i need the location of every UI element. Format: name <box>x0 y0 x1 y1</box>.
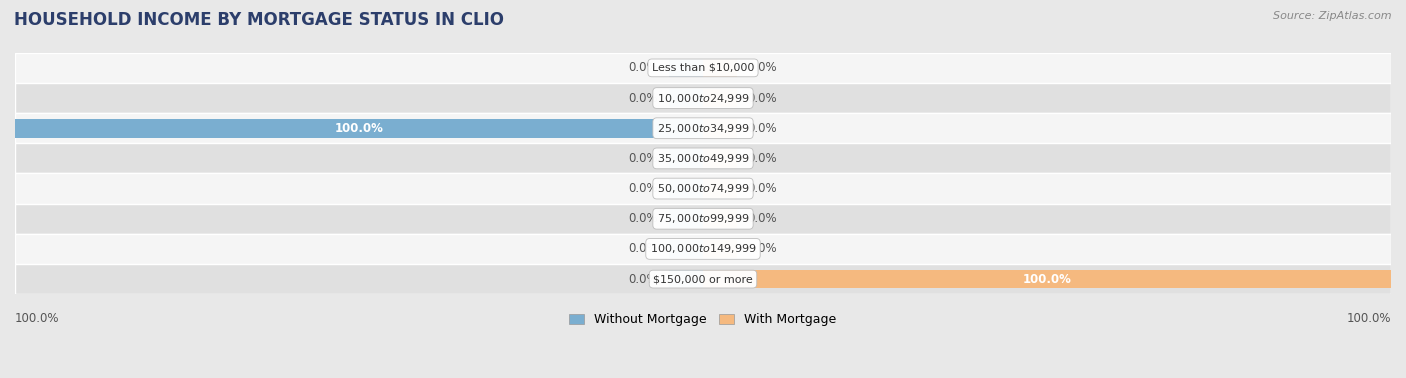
Text: 0.0%: 0.0% <box>628 182 658 195</box>
Text: 0.0%: 0.0% <box>748 61 778 74</box>
Text: $25,000 to $34,999: $25,000 to $34,999 <box>657 122 749 135</box>
Text: HOUSEHOLD INCOME BY MORTGAGE STATUS IN CLIO: HOUSEHOLD INCOME BY MORTGAGE STATUS IN C… <box>14 11 505 29</box>
Bar <box>15 119 703 138</box>
Bar <box>703 89 737 107</box>
Bar <box>15 204 1391 234</box>
Text: 100.0%: 100.0% <box>15 312 59 325</box>
Text: 0.0%: 0.0% <box>628 152 658 165</box>
Bar <box>703 149 737 168</box>
Text: 100.0%: 100.0% <box>335 122 384 135</box>
Text: 100.0%: 100.0% <box>1022 273 1071 286</box>
Legend: Without Mortgage, With Mortgage: Without Mortgage, With Mortgage <box>564 308 842 332</box>
Bar <box>703 179 737 198</box>
Text: 0.0%: 0.0% <box>748 242 778 256</box>
Bar <box>669 89 703 107</box>
Text: $50,000 to $74,999: $50,000 to $74,999 <box>657 182 749 195</box>
Text: 0.0%: 0.0% <box>748 152 778 165</box>
Bar <box>15 83 1391 113</box>
Bar <box>669 179 703 198</box>
Text: 0.0%: 0.0% <box>628 91 658 105</box>
Text: $150,000 or more: $150,000 or more <box>654 274 752 284</box>
Text: 0.0%: 0.0% <box>628 273 658 286</box>
Bar <box>669 240 703 258</box>
Text: 0.0%: 0.0% <box>748 122 778 135</box>
Bar <box>15 143 1391 174</box>
Bar <box>15 264 1391 294</box>
Bar <box>703 270 1391 288</box>
Bar <box>669 209 703 228</box>
Text: 0.0%: 0.0% <box>628 212 658 225</box>
Text: $35,000 to $49,999: $35,000 to $49,999 <box>657 152 749 165</box>
Text: $100,000 to $149,999: $100,000 to $149,999 <box>650 242 756 256</box>
Bar <box>703 240 737 258</box>
Text: 0.0%: 0.0% <box>748 182 778 195</box>
Bar <box>703 119 737 138</box>
Bar <box>703 209 737 228</box>
Bar <box>703 59 737 77</box>
Text: Source: ZipAtlas.com: Source: ZipAtlas.com <box>1274 11 1392 21</box>
Bar <box>669 59 703 77</box>
Bar <box>15 53 1391 83</box>
Bar <box>15 234 1391 264</box>
Bar <box>669 149 703 168</box>
Text: $75,000 to $99,999: $75,000 to $99,999 <box>657 212 749 225</box>
Text: $10,000 to $24,999: $10,000 to $24,999 <box>657 91 749 105</box>
Text: 0.0%: 0.0% <box>748 212 778 225</box>
Text: 0.0%: 0.0% <box>748 91 778 105</box>
Bar <box>15 174 1391 204</box>
Text: 100.0%: 100.0% <box>1347 312 1391 325</box>
Text: 0.0%: 0.0% <box>628 61 658 74</box>
Bar <box>15 113 1391 143</box>
Text: Less than $10,000: Less than $10,000 <box>652 63 754 73</box>
Bar <box>669 270 703 288</box>
Text: 0.0%: 0.0% <box>628 242 658 256</box>
